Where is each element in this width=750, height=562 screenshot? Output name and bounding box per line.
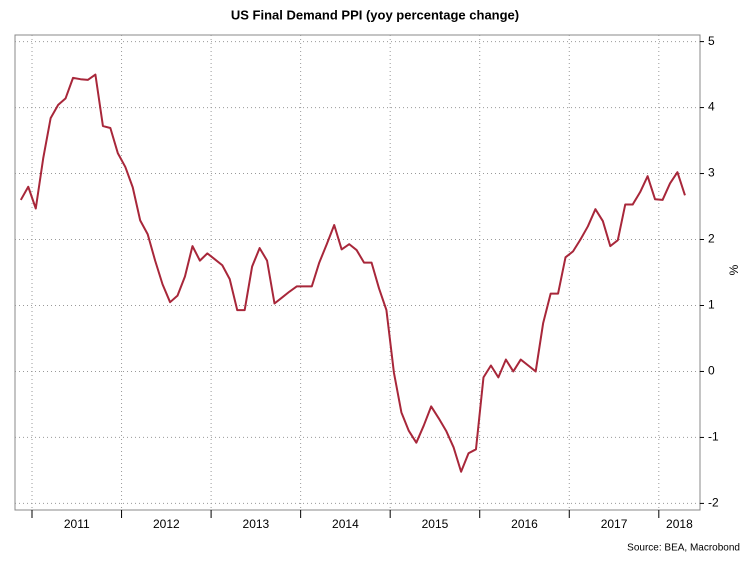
- chart-title: US Final Demand PPI (yoy percentage chan…: [231, 7, 519, 22]
- x-tick-label: 2012: [153, 517, 180, 531]
- x-tick-label: 2016: [511, 517, 538, 531]
- y-tick-label: -1: [708, 430, 719, 444]
- line-series: [19, 73, 686, 473]
- y-tick-label: 5: [708, 34, 715, 48]
- y-tick-label: 2: [708, 232, 715, 246]
- y-tick-label: 4: [708, 100, 715, 114]
- y-tick-label: 3: [708, 166, 715, 180]
- x-tick-label: 2011: [64, 517, 90, 531]
- y-tick-label: 0: [708, 364, 715, 378]
- x-tick-label: 2013: [243, 517, 270, 531]
- plot-frame: [14, 34, 701, 511]
- x-tick-label: 2014: [332, 517, 359, 531]
- x-tick-label: 2017: [601, 517, 628, 531]
- source: Source: BEA, Macrobond: [627, 543, 740, 554]
- x-tick-label: 2018: [666, 517, 693, 531]
- y-tick-label: 1: [708, 298, 715, 312]
- y-axis-label: %: [727, 264, 741, 275]
- y-tick-label: -2: [708, 496, 719, 510]
- x-tick-label: 2015: [422, 517, 449, 531]
